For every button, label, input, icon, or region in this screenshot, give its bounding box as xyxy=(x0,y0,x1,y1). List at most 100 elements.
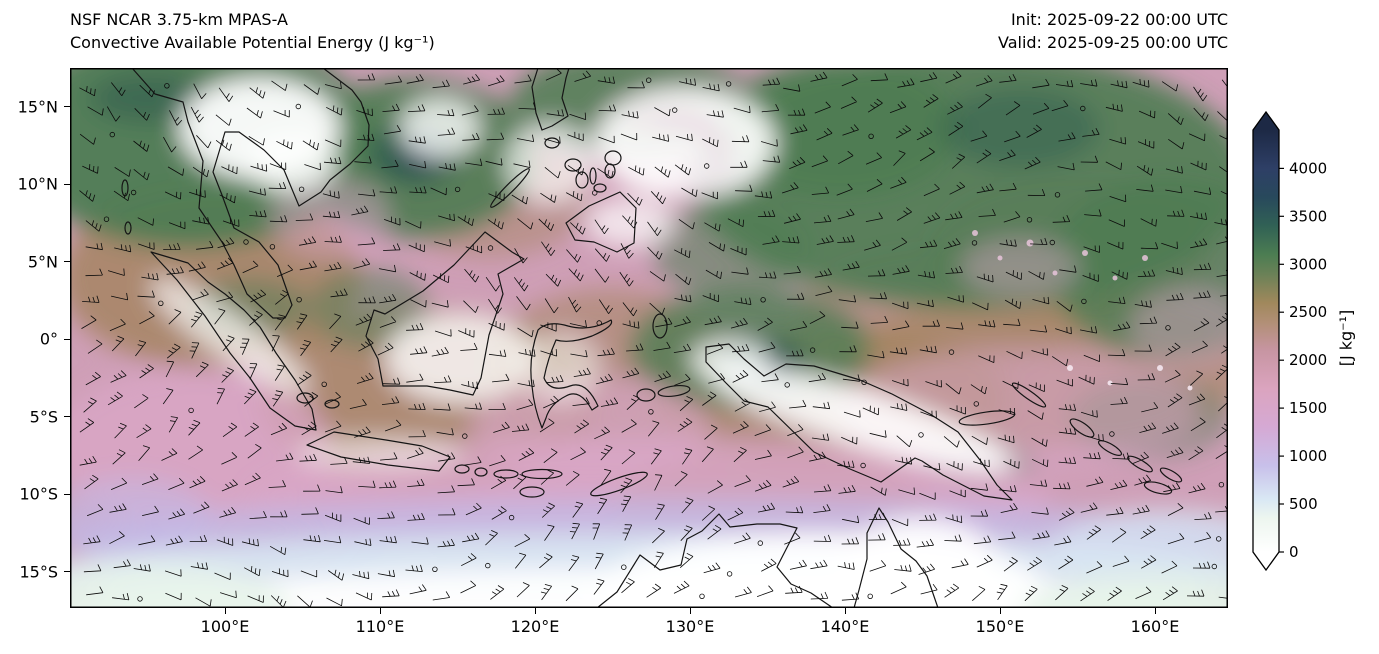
y-tick-mark xyxy=(64,338,70,340)
calm-wind-circle xyxy=(1026,217,1033,223)
colorbar-tick-label: 2000 xyxy=(1289,351,1327,369)
calm-wind-circle xyxy=(462,433,468,439)
calm-wind-circle xyxy=(137,596,143,602)
y-tick-label: 0° xyxy=(39,329,58,349)
y-tick-mark xyxy=(64,261,70,263)
calm-wind-circle xyxy=(973,401,979,407)
calm-wind-circle xyxy=(809,347,816,353)
calm-wind-circle xyxy=(948,349,955,355)
calm-wind-circle xyxy=(321,381,327,387)
colorbar: 0 500 1000 1500 2000 2500 3000 3500 4000 xyxy=(1247,100,1362,584)
x-tick-mark xyxy=(1154,608,1156,614)
init-time: Init: 2025-09-22 00:00 UTC xyxy=(1010,10,1228,29)
calm-wind-circle xyxy=(158,300,164,306)
calm-wind-circle xyxy=(1054,192,1061,198)
calm-wind-circle xyxy=(971,240,978,246)
colorbar-tick-label: 500 xyxy=(1289,495,1318,513)
calm-wind-circle xyxy=(1218,482,1225,488)
calm-wind-circle xyxy=(726,571,733,577)
calm-wind-circle xyxy=(243,239,249,245)
y-tick-mark xyxy=(64,571,70,573)
calm-wind-circle xyxy=(725,81,732,87)
colorbar-label: [J kg⁻¹] xyxy=(1336,309,1356,367)
colorbar-tick-label: 3500 xyxy=(1289,207,1327,225)
variable-title: Convective Available Potential Energy (J… xyxy=(70,33,435,52)
colorbar-tick-label: 1000 xyxy=(1289,447,1327,465)
x-tick-label: 100°E xyxy=(200,617,250,636)
calm-wind-circle xyxy=(164,83,170,89)
colorbar-tick-label: 0 xyxy=(1289,543,1299,561)
calm-wind-circle xyxy=(188,407,194,414)
x-tick-mark xyxy=(534,608,536,614)
calm-wind-circle xyxy=(109,131,115,138)
calm-wind-circle xyxy=(103,216,110,222)
calm-wind-circle xyxy=(508,514,515,521)
calm-wind-circle xyxy=(269,244,276,250)
x-tick-label: 140°E xyxy=(820,617,870,636)
y-tick-mark xyxy=(64,416,70,418)
x-tick-mark xyxy=(224,608,226,614)
calm-wind-circle xyxy=(1165,325,1171,331)
x-tick-label: 160°E xyxy=(1130,617,1180,636)
y-axis: 15°N 10°N 5°N 0° 5°S 10°S 15°S xyxy=(0,68,70,608)
calm-wind-circle xyxy=(918,432,924,438)
calm-wind-circle xyxy=(860,462,866,469)
calm-wind-circle xyxy=(1215,536,1222,542)
y-tick-mark xyxy=(64,183,70,185)
x-tick-label: 130°E xyxy=(665,617,715,636)
x-tick-label: 120°E xyxy=(510,617,560,636)
colorbar-tick-label: 2500 xyxy=(1289,303,1327,321)
calm-wind-circle xyxy=(296,296,302,303)
calm-wind-circle xyxy=(1211,563,1217,570)
calm-wind-circle xyxy=(432,566,438,572)
coastlines xyxy=(121,68,1183,608)
wind-barbs xyxy=(79,68,1228,608)
calm-wind-circle xyxy=(1049,239,1055,246)
colorbar-tick-label: 3000 xyxy=(1289,255,1327,273)
calm-wind-circle xyxy=(648,409,654,415)
calm-wind-circle xyxy=(861,379,867,385)
y-tick-label: 5°S xyxy=(29,407,58,427)
x-tick-label: 110°E xyxy=(355,617,405,636)
y-tick-mark xyxy=(64,493,70,495)
x-tick-mark xyxy=(999,608,1001,614)
calm-wind-circle xyxy=(1081,298,1087,305)
map-frame xyxy=(70,68,1228,608)
calm-wind-circle xyxy=(784,382,790,388)
colorbar-svg: 0 500 1000 1500 2000 2500 3000 3500 4000 xyxy=(1252,110,1327,572)
y-tick-label: 15°S xyxy=(19,562,58,582)
calm-wind-circle xyxy=(757,540,763,546)
calm-wind-circle xyxy=(592,190,598,196)
calm-wind-circle xyxy=(295,103,301,110)
calm-wind-circle xyxy=(596,320,602,326)
calm-wind-circle xyxy=(672,107,678,113)
calm-wind-circle xyxy=(1109,431,1115,437)
cape-map-svg xyxy=(70,68,1228,608)
map-plot xyxy=(70,68,1228,608)
y-tick-label: 15°N xyxy=(17,97,58,117)
calm-wind-circle xyxy=(454,186,461,193)
valid-time: Valid: 2025-09-25 00:00 UTC xyxy=(997,33,1228,52)
calm-wind-circle xyxy=(130,189,137,196)
y-tick-mark xyxy=(64,106,70,108)
field-speckles xyxy=(972,230,1193,391)
calm-wind-circle xyxy=(646,77,652,83)
calm-wind-circle xyxy=(760,297,766,303)
calm-wind-circle xyxy=(868,133,874,139)
calm-wind-circle xyxy=(867,593,873,599)
x-tick-mark xyxy=(689,608,691,614)
y-tick-label: 10°N xyxy=(17,174,58,194)
calm-wind-circle xyxy=(485,562,491,569)
x-tick-label: 150°E xyxy=(975,617,1025,636)
title-block: NSF NCAR 3.75-km MPAS-A Convective Avail… xyxy=(70,8,435,54)
x-tick-mark xyxy=(844,608,846,614)
calm-wind-circle xyxy=(699,593,705,599)
colorbar-tick-label: 1500 xyxy=(1289,399,1327,417)
y-tick-label: 10°S xyxy=(19,484,58,504)
calm-wind-circle xyxy=(704,163,710,169)
x-axis: 100°E 110°E 120°E 130°E 140°E 150°E 160°E xyxy=(70,608,1228,650)
x-tick-mark xyxy=(379,608,381,614)
cape-field xyxy=(70,68,1228,608)
colorbar-tick-label: 4000 xyxy=(1289,159,1327,177)
